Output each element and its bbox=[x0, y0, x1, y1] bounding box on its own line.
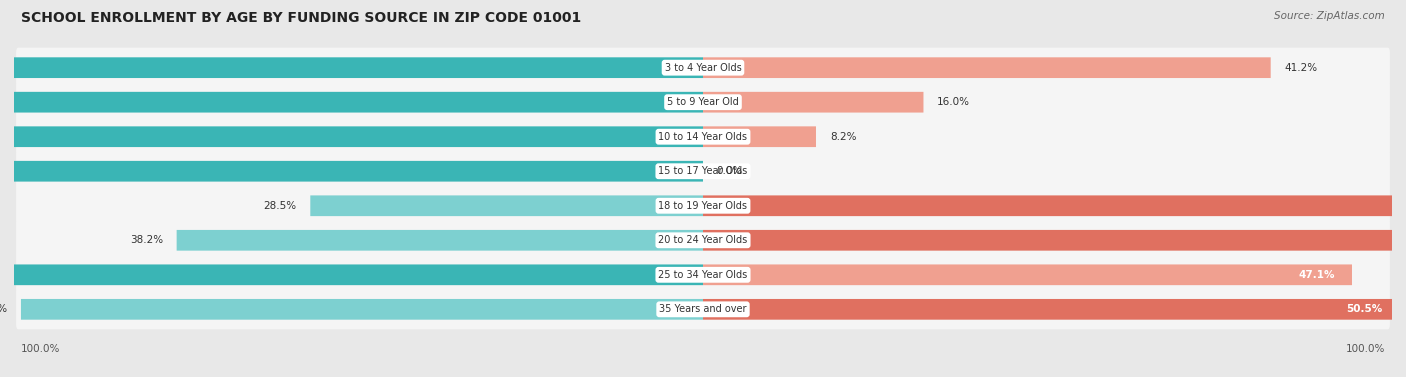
Text: 15 to 17 Year Olds: 15 to 17 Year Olds bbox=[658, 166, 748, 176]
FancyBboxPatch shape bbox=[15, 82, 1391, 122]
Text: Source: ZipAtlas.com: Source: ZipAtlas.com bbox=[1274, 11, 1385, 21]
FancyBboxPatch shape bbox=[0, 264, 703, 285]
FancyBboxPatch shape bbox=[311, 195, 703, 216]
Text: 16.0%: 16.0% bbox=[938, 97, 970, 107]
FancyBboxPatch shape bbox=[15, 117, 1391, 157]
FancyBboxPatch shape bbox=[0, 126, 703, 147]
Text: 18 to 19 Year Olds: 18 to 19 Year Olds bbox=[658, 201, 748, 211]
FancyBboxPatch shape bbox=[21, 299, 703, 320]
FancyBboxPatch shape bbox=[15, 220, 1391, 260]
FancyBboxPatch shape bbox=[703, 264, 1353, 285]
FancyBboxPatch shape bbox=[15, 151, 1391, 191]
FancyBboxPatch shape bbox=[15, 186, 1391, 226]
FancyBboxPatch shape bbox=[703, 299, 1399, 320]
Text: 35 Years and over: 35 Years and over bbox=[659, 304, 747, 314]
Text: 5 to 9 Year Old: 5 to 9 Year Old bbox=[666, 97, 740, 107]
FancyBboxPatch shape bbox=[0, 57, 703, 78]
Text: 10 to 14 Year Olds: 10 to 14 Year Olds bbox=[658, 132, 748, 142]
FancyBboxPatch shape bbox=[177, 230, 703, 251]
Text: 38.2%: 38.2% bbox=[129, 235, 163, 245]
Text: 49.5%: 49.5% bbox=[0, 304, 7, 314]
FancyBboxPatch shape bbox=[15, 255, 1391, 295]
Text: 100.0%: 100.0% bbox=[21, 344, 60, 354]
FancyBboxPatch shape bbox=[703, 126, 815, 147]
FancyBboxPatch shape bbox=[15, 289, 1391, 329]
FancyBboxPatch shape bbox=[0, 92, 703, 113]
Text: 8.2%: 8.2% bbox=[830, 132, 856, 142]
Text: 25 to 34 Year Olds: 25 to 34 Year Olds bbox=[658, 270, 748, 280]
Text: 20 to 24 Year Olds: 20 to 24 Year Olds bbox=[658, 235, 748, 245]
Text: 41.2%: 41.2% bbox=[1285, 63, 1317, 73]
Text: 50.5%: 50.5% bbox=[1346, 304, 1382, 314]
FancyBboxPatch shape bbox=[703, 230, 1406, 251]
FancyBboxPatch shape bbox=[15, 48, 1391, 88]
Text: 100.0%: 100.0% bbox=[1346, 344, 1385, 354]
FancyBboxPatch shape bbox=[0, 161, 703, 182]
FancyBboxPatch shape bbox=[703, 195, 1406, 216]
FancyBboxPatch shape bbox=[703, 92, 924, 113]
Text: 28.5%: 28.5% bbox=[263, 201, 297, 211]
FancyBboxPatch shape bbox=[703, 57, 1271, 78]
Text: 0.0%: 0.0% bbox=[717, 166, 742, 176]
Text: 3 to 4 Year Olds: 3 to 4 Year Olds bbox=[665, 63, 741, 73]
Text: SCHOOL ENROLLMENT BY AGE BY FUNDING SOURCE IN ZIP CODE 01001: SCHOOL ENROLLMENT BY AGE BY FUNDING SOUR… bbox=[21, 11, 581, 25]
Text: 47.1%: 47.1% bbox=[1299, 270, 1336, 280]
